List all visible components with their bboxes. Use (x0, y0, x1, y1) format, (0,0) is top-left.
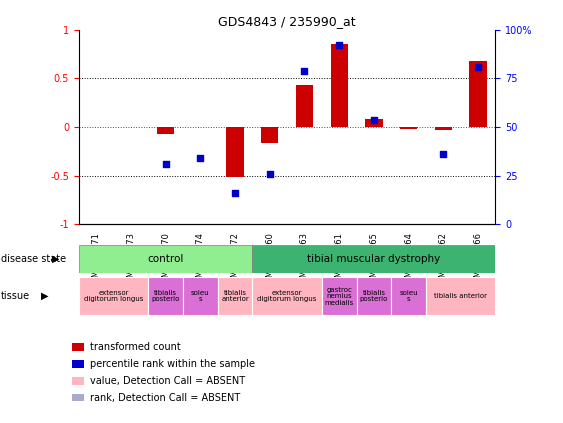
Point (473, 63, 482, 70)
Bar (183, 277, 218, 315)
Bar (226, 127, 244, 178)
Bar (330, 44, 348, 127)
Bar (218, 277, 252, 315)
Bar (72, 377, 84, 385)
Bar (296, 85, 313, 127)
Bar (72, 360, 84, 368)
Bar (391, 277, 426, 315)
Bar (72, 394, 84, 401)
Text: tibialis
posterio: tibialis posterio (151, 290, 180, 302)
Text: rank, Detection Call = ABSENT: rank, Detection Call = ABSENT (90, 393, 240, 403)
Bar (261, 127, 279, 143)
Point (161, 160, 170, 167)
Bar (470, 61, 487, 127)
Bar (79, 277, 148, 315)
Bar (252, 245, 495, 273)
Text: tibialis
anterior: tibialis anterior (221, 290, 249, 302)
Text: extensor
digitorum longus: extensor digitorum longus (257, 290, 317, 302)
Bar (157, 127, 175, 134)
Text: ▶: ▶ (52, 254, 59, 264)
Point (369, 117, 378, 124)
Text: tissue: tissue (1, 291, 30, 301)
Point (439, 151, 448, 157)
Text: gastroc
nemius
medialis: gastroc nemius medialis (325, 287, 354, 305)
Bar (322, 277, 356, 315)
Bar (79, 245, 252, 273)
Text: tibialis anterior: tibialis anterior (434, 293, 487, 299)
Text: soleu
s: soleu s (191, 290, 209, 302)
Text: transformed count: transformed count (90, 342, 181, 352)
Text: percentile rank within the sample: percentile rank within the sample (90, 359, 254, 369)
Text: tibial muscular dystrophy: tibial muscular dystrophy (307, 254, 441, 264)
Point (300, 68, 309, 75)
Bar (72, 343, 84, 351)
Text: value, Detection Call = ABSENT: value, Detection Call = ABSENT (90, 376, 245, 386)
Bar (400, 127, 417, 129)
Text: extensor
digitorum longus: extensor digitorum longus (84, 290, 143, 302)
Bar (365, 119, 383, 127)
Text: control: control (148, 254, 184, 264)
Point (231, 190, 240, 196)
Bar (435, 127, 452, 130)
Point (196, 155, 205, 162)
Bar (356, 277, 391, 315)
Bar (252, 277, 322, 315)
Bar (148, 277, 183, 315)
Text: disease state: disease state (1, 254, 66, 264)
Bar (426, 277, 495, 315)
Point (265, 170, 274, 177)
Text: tibialis
posterio: tibialis posterio (360, 290, 388, 302)
Text: soleu
s: soleu s (399, 290, 418, 302)
Title: GDS4843 / 235990_at: GDS4843 / 235990_at (218, 16, 356, 28)
Point (334, 42, 343, 49)
Text: ▶: ▶ (41, 291, 48, 301)
